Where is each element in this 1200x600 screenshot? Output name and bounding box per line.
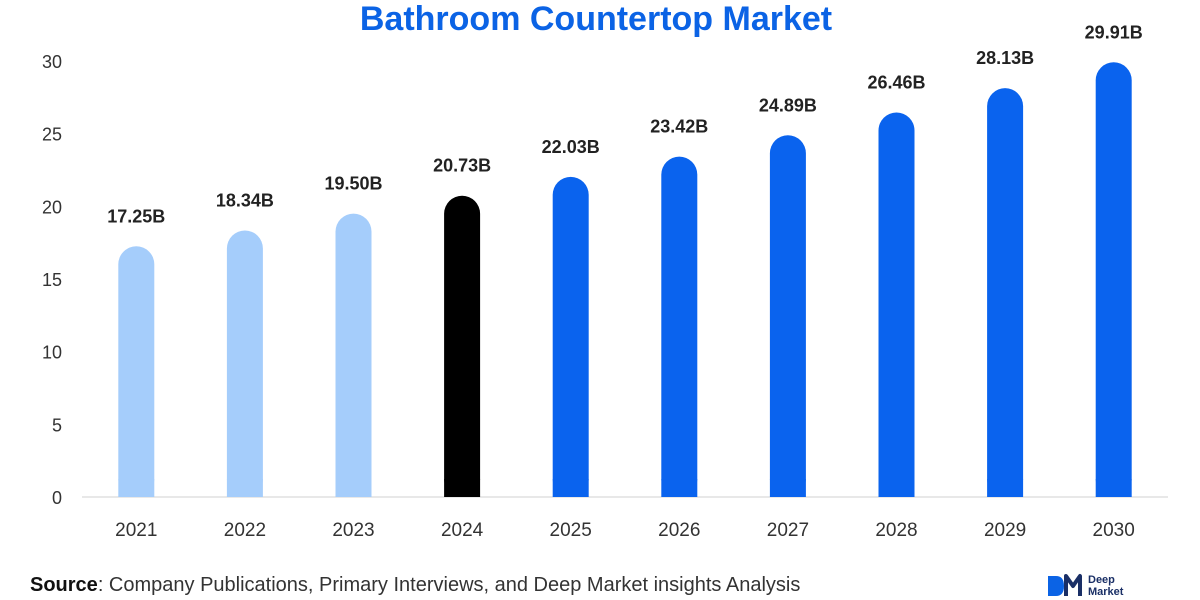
data-label: 19.50B bbox=[324, 174, 382, 194]
x-tick-label: 2022 bbox=[224, 520, 266, 541]
x-tick-label: 2029 bbox=[984, 520, 1026, 541]
x-tick-label: 2024 bbox=[441, 520, 484, 541]
x-tick-label: 2026 bbox=[658, 520, 700, 541]
brand-logo-mark bbox=[1048, 574, 1082, 596]
bar-base bbox=[226, 479, 263, 497]
x-tick-label: 2025 bbox=[550, 520, 592, 541]
y-tick-label: 30 bbox=[42, 52, 62, 72]
x-tick-label: 2030 bbox=[1093, 520, 1135, 541]
data-label: 18.34B bbox=[216, 190, 274, 210]
y-tick-label: 0 bbox=[52, 488, 62, 508]
data-label: 28.13B bbox=[976, 48, 1034, 68]
data-label: 26.46B bbox=[867, 72, 925, 92]
data-label: 17.25B bbox=[107, 206, 165, 226]
bar bbox=[1095, 62, 1132, 498]
bar bbox=[444, 195, 481, 497]
bar bbox=[987, 88, 1024, 497]
bar-base bbox=[1095, 479, 1132, 497]
bar-base bbox=[552, 479, 589, 497]
chart-title: Bathroom Countertop Market bbox=[359, 0, 833, 38]
bar bbox=[769, 135, 806, 498]
bar-base bbox=[661, 479, 698, 497]
x-tick-label: 2028 bbox=[875, 520, 917, 541]
source-text: : Company Publications, Primary Intervie… bbox=[97, 574, 801, 596]
data-label: 23.42B bbox=[650, 117, 708, 137]
data-label: 20.73B bbox=[433, 156, 491, 176]
y-tick-label: 5 bbox=[52, 415, 62, 435]
source-line: Source: Company Publications, Primary In… bbox=[30, 574, 800, 597]
y-tick-label: 15 bbox=[42, 270, 62, 290]
y-tick-label: 20 bbox=[42, 197, 62, 217]
brand-name: Deep Market bbox=[1088, 574, 1124, 598]
bar bbox=[118, 246, 155, 497]
bar bbox=[878, 112, 915, 497]
bar-base bbox=[118, 479, 155, 497]
bar-base bbox=[878, 479, 915, 497]
bar-base bbox=[335, 479, 372, 497]
bar-base bbox=[769, 479, 806, 497]
bar-base bbox=[444, 479, 481, 497]
y-tick-label: 10 bbox=[42, 343, 62, 363]
x-tick-label: 2027 bbox=[767, 520, 809, 541]
bar bbox=[552, 176, 589, 497]
y-tick-label: 25 bbox=[42, 125, 62, 145]
bar bbox=[226, 230, 263, 497]
source-label: Source bbox=[30, 574, 98, 596]
bar bbox=[661, 156, 698, 497]
bar-base bbox=[987, 479, 1024, 497]
brand-logo: Deep Market bbox=[1046, 570, 1196, 600]
data-label: 22.03B bbox=[542, 137, 600, 157]
data-label: 29.91B bbox=[1085, 22, 1143, 42]
data-label: 24.89B bbox=[759, 95, 817, 115]
x-tick-label: 2021 bbox=[115, 520, 157, 541]
x-tick-label: 2023 bbox=[332, 520, 374, 541]
bar bbox=[335, 213, 372, 497]
